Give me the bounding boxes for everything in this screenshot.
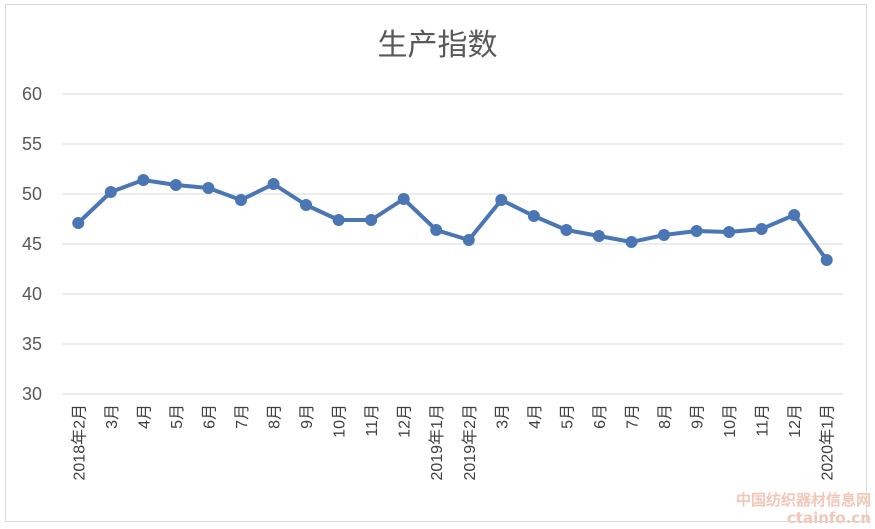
data-point: [820, 254, 833, 266]
x-tick-label: 7月: [234, 404, 251, 429]
x-tick-label: 6月: [201, 404, 218, 429]
x-tick-label: 5月: [559, 404, 576, 429]
data-point: [527, 210, 540, 222]
data-point: [495, 194, 508, 206]
x-tick-label: 7月: [624, 404, 641, 429]
y-tick-label: 55: [22, 134, 42, 154]
x-tick-label: 9月: [690, 404, 707, 429]
watermark-line2: ctainfo.cn: [786, 509, 871, 527]
x-tick-label: 3月: [494, 404, 511, 429]
data-point: [202, 182, 215, 194]
data-point: [560, 224, 573, 236]
x-tick-label: 8月: [657, 404, 674, 429]
y-tick-label: 45: [22, 234, 42, 254]
data-point: [592, 230, 605, 242]
x-tick-label: 4月: [136, 404, 153, 429]
x-tick-label: 4月: [527, 404, 544, 429]
data-point: [625, 236, 638, 248]
y-tick-label: 40: [22, 284, 42, 304]
watermark-line1: 中国纺织器材信息网: [735, 491, 871, 509]
x-tick-label: 3月: [104, 404, 121, 429]
data-point: [723, 226, 736, 238]
y-tick-label: 60: [22, 84, 42, 104]
data-point: [365, 214, 378, 226]
watermark: 中国纺织器材信息网 ctainfo.cn: [736, 491, 871, 527]
x-tick-label: 6月: [592, 404, 609, 429]
x-tick-label: 10月: [722, 404, 739, 438]
y-tick-label: 50: [22, 184, 42, 204]
x-tick-label: 8月: [267, 404, 284, 429]
data-point: [169, 179, 182, 191]
data-point: [332, 214, 345, 226]
data-point: [755, 223, 768, 235]
data-point: [72, 217, 85, 229]
x-tick-label: 2019年2月: [461, 404, 479, 481]
x-tick-label: 2018年2月: [70, 404, 88, 481]
data-point: [690, 225, 703, 237]
chart-title: 生产指数: [377, 28, 498, 63]
data-point: [658, 229, 671, 241]
data-point: [462, 234, 475, 246]
chart-frame: [5, 4, 867, 522]
x-tick-label: 5月: [169, 404, 186, 429]
y-tick-label: 35: [22, 334, 42, 354]
data-point: [104, 186, 117, 198]
x-tick-label: 2019年1月: [428, 404, 446, 481]
data-point: [397, 193, 410, 205]
x-tick-label: 11月: [755, 404, 772, 437]
x-tick-label: 12月: [787, 404, 804, 438]
x-tick-label: 9月: [299, 404, 316, 429]
y-tick-label: 30: [22, 384, 42, 404]
x-tick-label: 10月: [332, 404, 349, 438]
x-tick-label: 2020年1月: [819, 404, 837, 481]
series-line: [76, 178, 829, 262]
data-point: [430, 224, 443, 236]
data-point: [788, 209, 801, 221]
data-point: [234, 194, 247, 206]
x-tick-label: 11月: [364, 404, 381, 437]
data-point: [300, 199, 313, 211]
data-point: [137, 174, 150, 186]
data-point: [267, 178, 280, 190]
x-tick-label: 12月: [397, 404, 414, 438]
